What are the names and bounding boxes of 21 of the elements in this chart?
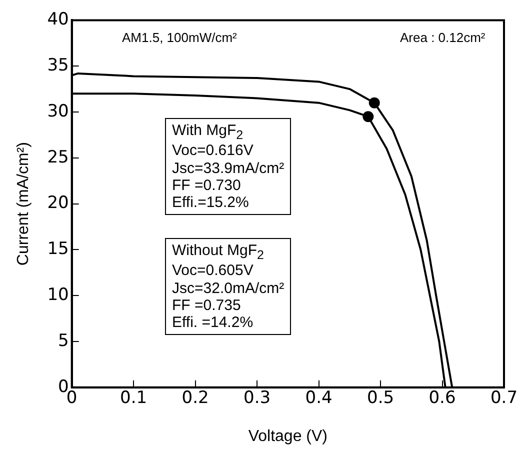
- y-axis-title: Current (mA/cm²): [15, 142, 32, 266]
- annotation: Without MgF$_{2}$ Voc=0.605V Jsc=32.0mA/cm² FF =0.735 Effi. =14.2%: [165, 238, 292, 336]
- y-tick-label: 10: [47, 285, 69, 306]
- y-tick-label: 40: [47, 10, 69, 30]
- x-tick-label: 0.2: [182, 388, 209, 408]
- x-tick-label: 0.7: [490, 388, 518, 408]
- x-tick-label: 0.6: [428, 388, 456, 408]
- y-tick-label: 30: [47, 101, 69, 122]
- x-tick-label: 0.1: [120, 388, 148, 408]
- x-axis-title: Voltage (V): [248, 428, 328, 445]
- y-tick-label: 35: [47, 56, 69, 76]
- y-tick-label: 15: [47, 239, 69, 260]
- y-tick-label: 5: [58, 330, 69, 351]
- annotation: Area : 0.12cm²: [400, 30, 486, 46]
- x-tick-label: 0.3: [244, 388, 271, 408]
- annotation: AM1.5, 100mW/cm²: [122, 30, 237, 46]
- y-tick-label: 20: [47, 193, 69, 214]
- x-tick-label: 0.4: [305, 388, 332, 408]
- y-tick-label: 25: [47, 147, 69, 168]
- x-tick-label: 0.5: [367, 388, 394, 408]
- annotation: With MgF$_{2}$ Voc=0.616V Jsc=33.9mA/cm² FF =0.730 Effi.=15.2%: [165, 118, 292, 216]
